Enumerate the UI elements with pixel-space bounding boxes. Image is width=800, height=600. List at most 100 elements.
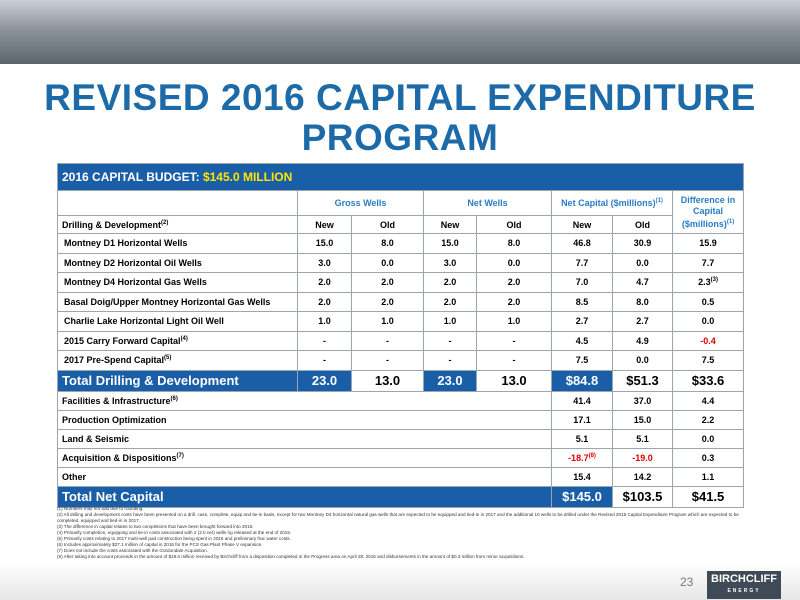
cell: 15.9: [671, 233, 745, 254]
text: 0.5: [701, 296, 715, 307]
cell: 2.3(3): [671, 272, 745, 293]
cell: $41.5: [671, 485, 745, 508]
text: 15.0: [441, 238, 459, 249]
cell: -0.4: [671, 330, 745, 351]
row-label: Montney D4 Horizontal Gas Wells: [57, 272, 298, 293]
text: -: [323, 335, 326, 346]
text: 2.7: [636, 316, 649, 327]
text: 1.0: [381, 316, 394, 327]
text: 2.0: [318, 296, 331, 307]
footnote: (3) The difference in capital relates to…: [57, 524, 254, 529]
text: Montney D4 Horizontal Gas Wells: [64, 277, 207, 288]
cell: 7.5: [671, 350, 745, 371]
text: 15.4: [573, 471, 591, 482]
header-row: 2016 CAPITAL BUDGET: $145.0 MILLION: [56, 163, 745, 191]
text: 4.9: [636, 335, 649, 346]
text: 23.0: [437, 373, 463, 388]
group-header: Gross Wells: [297, 190, 424, 216]
text: 15.9: [699, 238, 717, 249]
row-label: Montney D1 Horizontal Wells: [57, 233, 298, 254]
row-label: Total Net Capital: [57, 485, 552, 508]
text: -18.7: [568, 452, 589, 463]
footnote: (2) All drilling and development costs h…: [57, 512, 739, 523]
text: 41.4: [573, 395, 591, 406]
text: 1.1: [701, 471, 715, 482]
text: 2.7: [575, 316, 589, 327]
text: Total Net Capital: [62, 489, 164, 504]
text: 2.0: [381, 296, 394, 307]
text: 2.0: [443, 296, 457, 307]
cell: $145.0: [551, 485, 613, 508]
cell: $84.8: [551, 369, 613, 392]
cell: 1.0: [297, 311, 352, 332]
text: 0.0: [701, 316, 715, 327]
note: (6): [170, 395, 178, 402]
cell: 4.4: [671, 390, 745, 411]
text: 2.0: [381, 277, 394, 288]
text: Drilling & Development: [62, 219, 162, 230]
text: $103.5: [622, 489, 663, 504]
table-row: Acquisition & Dispositions(7) -18.7(8) -19…: [57, 447, 745, 468]
row-label: Other: [57, 466, 552, 487]
group-row: Gross Wells Net Wells Net Capital ($millio…: [57, 190, 745, 234]
page-number: 23: [680, 575, 694, 589]
footnote: (6) Includes approximately $27.1 million…: [57, 542, 263, 547]
cell: -: [476, 350, 552, 371]
table-row: Other 15.4 14.2 1.1: [57, 466, 745, 487]
text: 8.0: [636, 296, 649, 307]
cell: 2.0: [423, 291, 477, 312]
cell: 4.5: [551, 330, 613, 351]
cell: -: [351, 350, 424, 371]
cell: -: [351, 330, 424, 351]
title: REVISED 2016 CAPITAL EXPENDITURE PROGRAM: [44, 77, 756, 158]
table-row: Basal Doig/Upper Montney Horizontal Gas …: [57, 291, 745, 312]
cell: 37.0: [612, 390, 673, 411]
row-label: 2015 Carry Forward Capital(4): [57, 330, 298, 351]
cell: -18.7(8): [551, 447, 613, 468]
cell: 15.0: [612, 409, 673, 430]
column-header: New: [423, 215, 477, 234]
table-row: Montney D1 Horizontal Wells 15.0 8.0 15.0 8.…: [57, 233, 745, 254]
cell: 13.0: [476, 369, 552, 392]
cell: 2.0: [423, 272, 477, 293]
cell: 2.7: [612, 311, 673, 332]
cell: 41.4: [551, 390, 613, 411]
text: 8.0: [381, 238, 394, 249]
text: $33.6: [691, 373, 725, 388]
cell: -: [297, 330, 352, 351]
note: (3): [710, 277, 718, 284]
text: Other: [62, 471, 87, 482]
text: -: [386, 335, 389, 346]
cell: 15.0: [297, 233, 352, 254]
text: 46.8: [573, 238, 591, 249]
text: 3.0: [318, 257, 331, 268]
difference-header: Difference in Capital ($millions)(1): [671, 190, 745, 234]
text: -: [323, 355, 326, 366]
cell: 2.0: [351, 291, 424, 312]
column-header: New: [297, 215, 352, 234]
cell: 3.0: [423, 252, 477, 273]
text: 2017 Pre-Spend Capital: [64, 355, 165, 366]
cell: 2.0: [297, 291, 352, 312]
logo-text: BIRCHCLIFF: [711, 573, 777, 585]
column-header: Old: [476, 215, 552, 234]
note: (1): [726, 218, 735, 225]
text: 15.0: [633, 414, 652, 425]
text: 8.0: [507, 238, 521, 249]
text: -: [448, 335, 452, 346]
text: -19.0: [632, 452, 653, 463]
text: 7.5: [575, 355, 589, 366]
text: 13.0: [501, 373, 527, 388]
footnotes: (1) Numbers may not add due to rounding.…: [57, 506, 743, 560]
text: 2.2: [701, 414, 715, 425]
cell: 0.0: [351, 252, 424, 273]
cell: 4.7: [612, 272, 673, 293]
cell: -: [423, 350, 477, 371]
cell: 1.0: [476, 311, 552, 332]
text: 1.0: [443, 316, 457, 327]
text: Net Wells: [467, 198, 508, 208]
text: 0.0: [636, 257, 649, 268]
cell: 2.2: [671, 409, 745, 430]
text: 37.0: [633, 395, 652, 406]
text: 23.0: [311, 373, 338, 388]
